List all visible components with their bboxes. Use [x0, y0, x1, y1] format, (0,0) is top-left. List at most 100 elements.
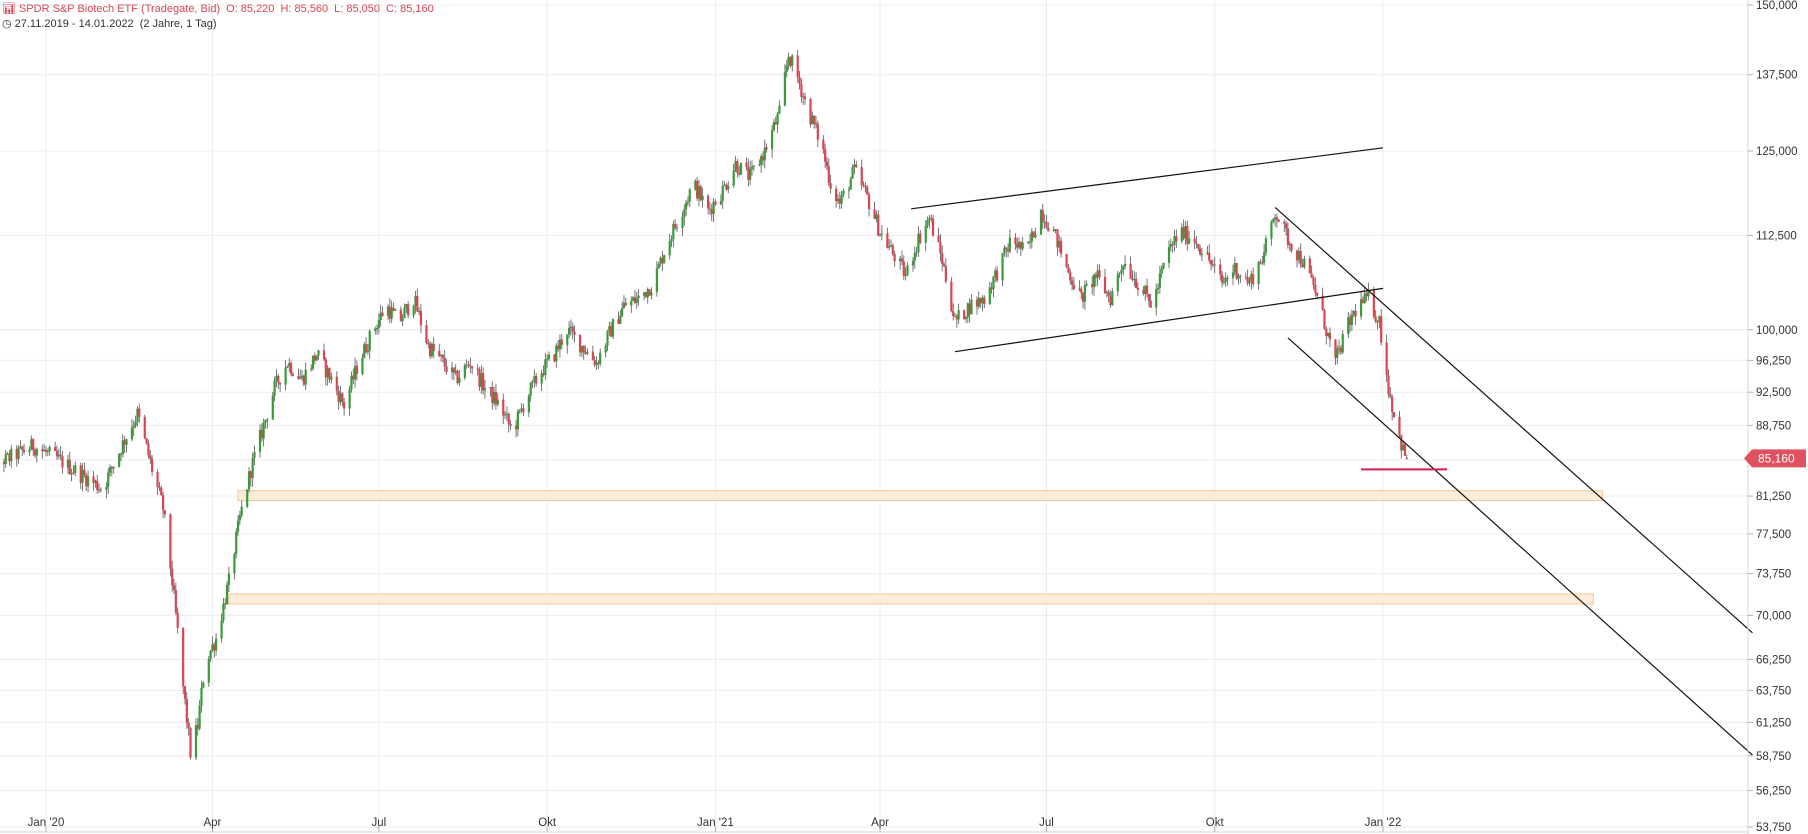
candle-body	[659, 257, 662, 264]
candle-body	[712, 201, 715, 215]
candle-body	[304, 369, 307, 385]
x-tick-label: Jan '22	[1365, 817, 1402, 829]
date-range: 27.11.2019 - 14.01.2022	[14, 18, 134, 30]
candle-body	[348, 389, 351, 409]
candle-body	[988, 287, 991, 304]
candle-body	[1308, 258, 1311, 274]
candlestick-series	[2, 49, 1408, 760]
candle-body	[635, 298, 638, 303]
candle-body	[681, 217, 684, 228]
candle-body	[829, 183, 832, 189]
candle-body	[341, 393, 344, 402]
support-zone	[237, 490, 1603, 502]
candle-body	[546, 358, 549, 360]
candle-body	[1080, 288, 1083, 293]
candle-body	[43, 449, 46, 452]
candle-body	[57, 454, 60, 457]
candle-body	[696, 180, 699, 199]
candle-body	[608, 326, 611, 332]
candle-body	[328, 368, 331, 380]
candle-body	[247, 471, 251, 490]
candle-body	[1059, 240, 1063, 254]
candle-body	[1069, 272, 1072, 281]
y-tick-label: 70,000	[1756, 610, 1791, 622]
candle-body	[438, 350, 441, 356]
candle-body	[386, 306, 390, 316]
candle-body	[875, 214, 878, 219]
candle-body	[1350, 315, 1354, 325]
candle-body	[674, 223, 677, 228]
y-tick-label: 77,500	[1756, 529, 1791, 541]
candle-body	[522, 408, 525, 413]
candle-body	[92, 476, 95, 483]
candle-body	[813, 115, 816, 125]
candle-body	[1220, 274, 1224, 283]
candle-body	[544, 359, 547, 376]
candle-body	[657, 263, 660, 269]
candle-body	[944, 266, 947, 282]
candle-body	[1072, 284, 1075, 290]
candle-body	[787, 56, 790, 66]
candle-body	[1376, 321, 1379, 323]
y-tick-label: 96,250	[1756, 355, 1791, 367]
candle-body	[1264, 238, 1268, 253]
candle-body	[476, 368, 479, 370]
candle-body	[1222, 281, 1225, 283]
candle-body	[968, 303, 971, 315]
candle-body	[297, 375, 300, 379]
candle-body	[456, 370, 459, 383]
candle-body	[902, 261, 905, 277]
candle-body	[763, 147, 766, 161]
candle-body	[1270, 221, 1273, 239]
candle-body	[202, 682, 205, 688]
x-tick-label: Jul	[372, 817, 387, 829]
candle-body	[688, 189, 691, 202]
candle-body	[443, 357, 446, 367]
candle-body	[503, 414, 507, 416]
candle-body	[352, 375, 355, 380]
candle-body	[1131, 278, 1134, 281]
candle-body	[403, 307, 406, 319]
candle-body	[172, 585, 176, 591]
candle-body	[1034, 234, 1037, 238]
candle-body	[721, 185, 724, 201]
upper-channel-line	[911, 147, 1384, 210]
clock-icon[interactable]: ◷	[2, 18, 12, 30]
candle-body	[889, 245, 893, 247]
chart-bars-icon[interactable]: 📊︎	[2, 3, 16, 15]
y-tick-label: 66,250	[1756, 655, 1791, 667]
x-tick-label: Jan '21	[697, 817, 734, 829]
candle-body	[1231, 272, 1235, 279]
candle-body	[802, 96, 805, 98]
candle-body	[299, 377, 302, 379]
candle-body	[412, 305, 415, 316]
candle-body	[995, 270, 999, 281]
candle-body	[776, 113, 779, 125]
candle-body	[246, 489, 249, 507]
candle-body	[1213, 264, 1216, 266]
candle-body	[1372, 290, 1375, 317]
candle-body	[452, 367, 455, 373]
candle-body	[194, 725, 198, 758]
candle-body	[1361, 299, 1364, 304]
candle-body	[130, 427, 134, 440]
candle-body	[642, 292, 646, 296]
candle-body	[580, 346, 583, 353]
candle-body	[941, 253, 944, 265]
candle-body	[822, 139, 825, 150]
candle-body	[1065, 253, 1068, 267]
candle-body	[586, 351, 589, 354]
candle-body	[240, 506, 243, 516]
candle-body	[482, 373, 485, 391]
candle-body	[1056, 229, 1059, 248]
candle-body	[61, 456, 64, 468]
candle-body	[22, 449, 26, 453]
candle-body	[604, 345, 607, 353]
candle-body	[416, 295, 419, 312]
y-tick-label: 137,500	[1756, 70, 1798, 82]
candle-body	[1105, 291, 1108, 294]
candle-body	[1257, 261, 1260, 285]
candle-body	[70, 472, 73, 475]
candle-body	[655, 268, 658, 293]
